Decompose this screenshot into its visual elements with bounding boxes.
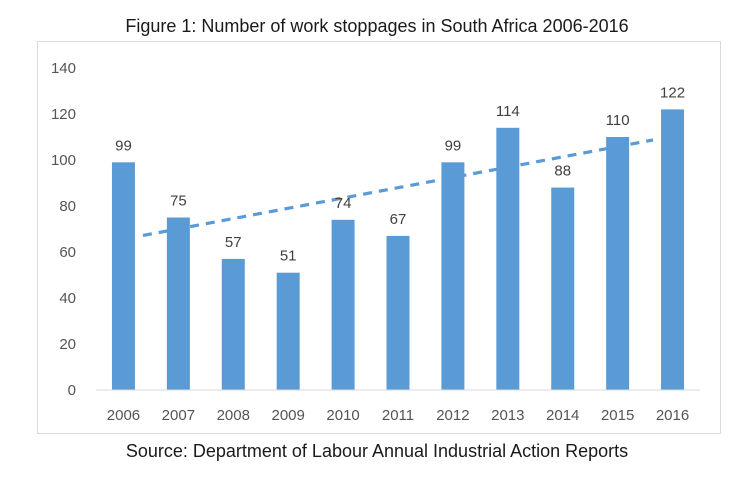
- y-axis: 0 20 40 60 80 100 120 140: [51, 60, 76, 399]
- chart-source: Source: Department of Labour Annual Indu…: [125, 441, 629, 461]
- data-labels: 99 75 57 51 74 67 99 114 88 110 122: [115, 84, 685, 264]
- y-tick-label: 20: [59, 336, 76, 353]
- data-label: 57: [225, 234, 242, 251]
- x-tick-label: 2009: [271, 407, 304, 424]
- bar-2014: [551, 187, 575, 390]
- bar-2007: [166, 217, 190, 390]
- data-label: 75: [170, 193, 187, 210]
- x-tick-label: 2015: [601, 407, 634, 424]
- x-tick-label: 2011: [382, 407, 414, 424]
- bars: [96, 109, 700, 391]
- bar-2008: [221, 258, 245, 390]
- y-tick-label: 0: [68, 382, 76, 399]
- data-label: 74: [335, 195, 352, 212]
- y-tick-label: 100: [51, 152, 76, 169]
- bar-2015: [606, 137, 630, 390]
- data-label: 122: [660, 84, 685, 101]
- y-tick-label: 80: [59, 198, 76, 215]
- bar-2010: [331, 219, 355, 390]
- x-tick-label: 2013: [491, 407, 524, 424]
- x-tick-label: 2012: [436, 407, 469, 424]
- y-tick-label: 140: [51, 60, 76, 77]
- trendline: [142, 138, 654, 238]
- bar-2006: [111, 162, 135, 390]
- x-tick-label: 2007: [162, 407, 195, 424]
- data-label: 110: [606, 112, 630, 129]
- x-tick-label: 2016: [656, 407, 689, 424]
- bar-2016: [661, 109, 685, 391]
- y-tick-label: 120: [51, 106, 76, 123]
- data-label: 99: [115, 137, 132, 154]
- data-label: 114: [496, 103, 520, 120]
- bar-2012: [441, 162, 465, 390]
- x-tick-label: 2014: [546, 407, 579, 424]
- y-tick-label: 60: [59, 244, 76, 261]
- x-tick-label: 2010: [326, 407, 359, 424]
- x-tick-label: 2008: [217, 407, 250, 424]
- data-label: 99: [445, 137, 462, 154]
- chart-frame: [37, 41, 721, 434]
- y-tick-label: 40: [59, 290, 76, 307]
- chart-title: Figure 1: Number of work stoppages in So…: [125, 16, 629, 36]
- x-tick-label: 2006: [107, 407, 140, 424]
- bar-2009: [276, 272, 300, 390]
- trendline-line: [142, 138, 654, 238]
- data-label: 88: [554, 163, 571, 180]
- bar-2011: [386, 235, 410, 390]
- data-label: 67: [390, 211, 407, 228]
- data-label: 51: [280, 248, 297, 265]
- bar-2013: [496, 127, 520, 391]
- x-axis: 2006 2007 2008 2009 2010 2011 2012 2013 2014 2015…: [107, 407, 689, 424]
